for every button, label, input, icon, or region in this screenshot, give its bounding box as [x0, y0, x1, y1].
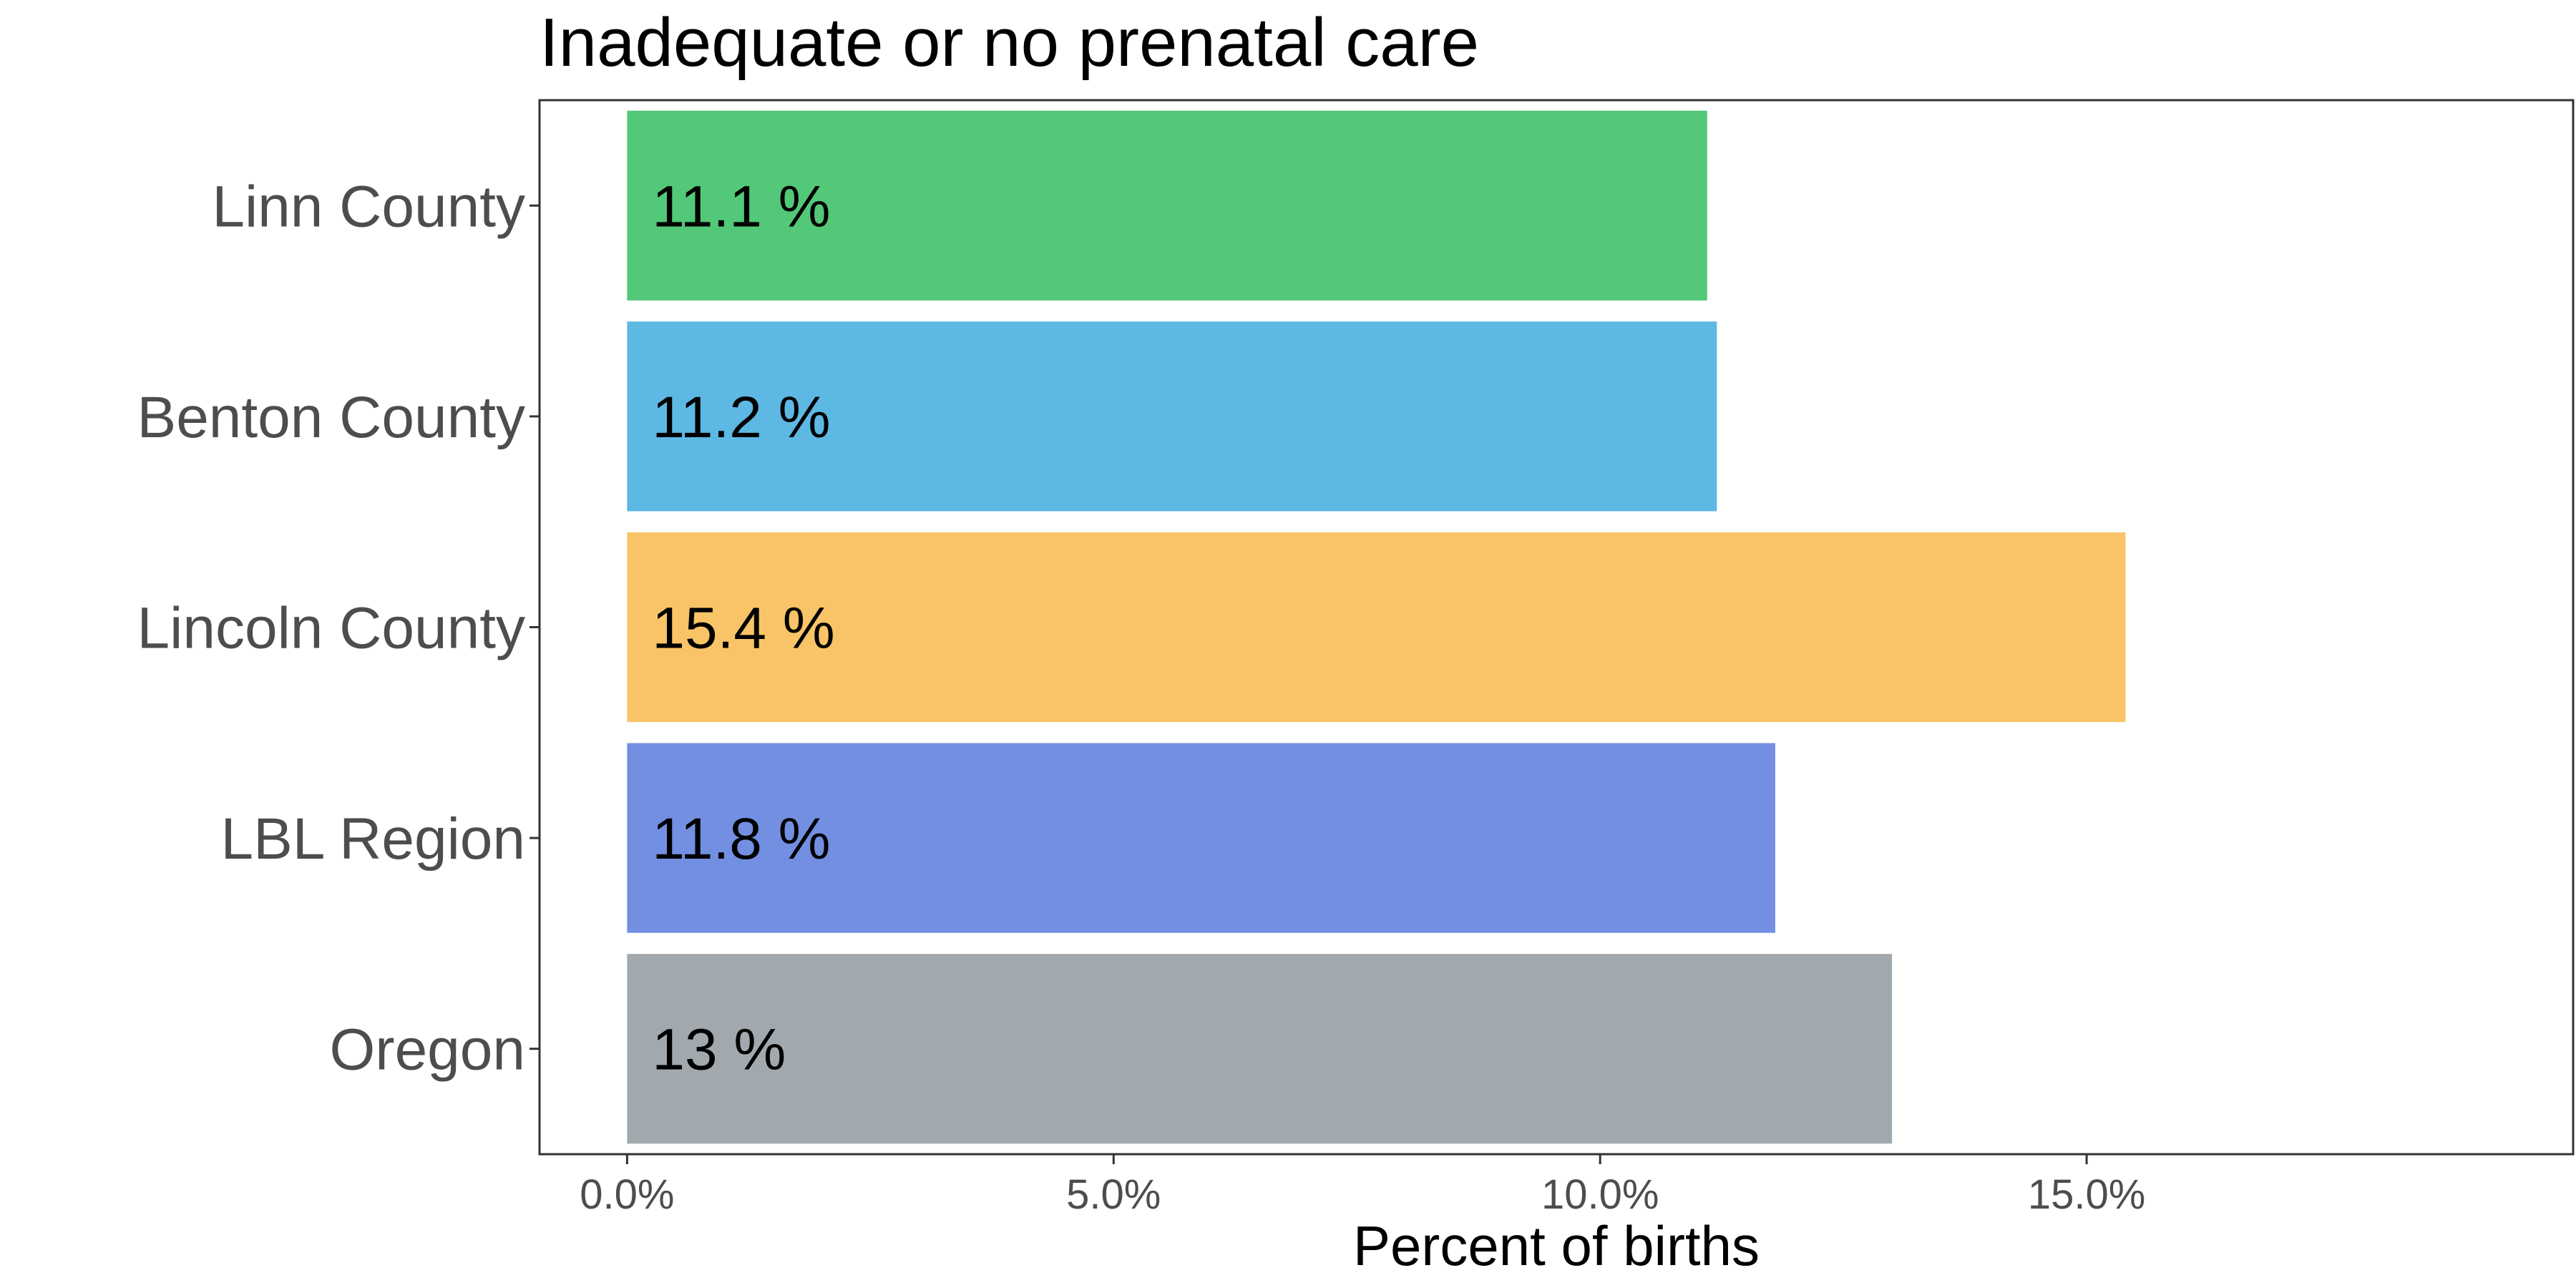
category-label: Oregon: [329, 1018, 525, 1083]
bar-oregon: [627, 954, 1893, 1144]
bars-layer: 11.1 % 11.2 % 15.4 % 11.8 % 13 %: [627, 110, 2126, 1144]
category-label: LBL Region: [221, 806, 526, 872]
category-label: Lincoln County: [137, 596, 525, 661]
x-tick-label: 15.0%: [2028, 1171, 2145, 1218]
bar-lincoln-county: [627, 532, 2126, 723]
data-label: 11.8 %: [652, 806, 830, 872]
data-label: 11.2 %: [652, 385, 830, 450]
category-label: Benton County: [137, 385, 526, 450]
x-axis-title: Percent of births: [1353, 1214, 1760, 1277]
data-label: 13 %: [652, 1018, 786, 1083]
x-tick-label: 5.0%: [1066, 1171, 1161, 1218]
x-tick-label: 0.0%: [580, 1171, 674, 1218]
x-tick-label: 10.0%: [1541, 1171, 1659, 1218]
y-axis: Linn County Benton County Lincoln County LB…: [137, 174, 540, 1083]
bar-benton-county: [627, 321, 1717, 512]
bar-linn-county: [627, 110, 1707, 301]
x-axis: 0.0% 5.0% 10.0% 15.0%: [580, 1154, 2145, 1218]
category-label: Linn County: [212, 174, 525, 239]
data-label: 15.4 %: [652, 596, 834, 661]
data-label: 11.1 %: [652, 174, 830, 239]
bar-lbl-region: [627, 743, 1775, 933]
chart-title: Inadequate or no prenatal care: [540, 4, 1479, 81]
